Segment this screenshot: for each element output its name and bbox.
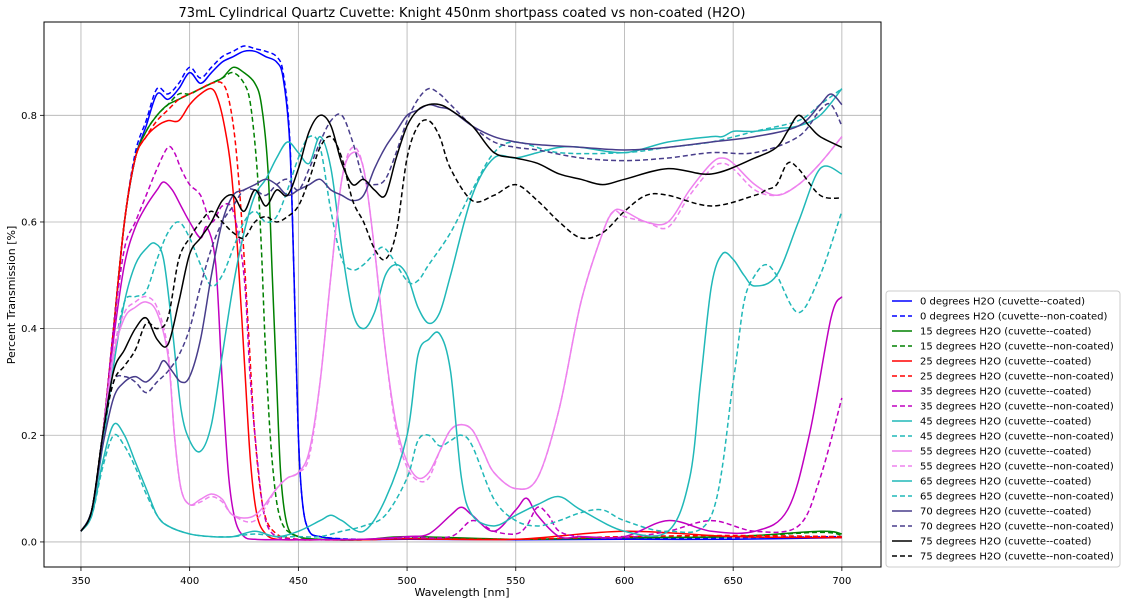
plot-series-group bbox=[80, 45, 843, 541]
series-line-11 bbox=[80, 136, 843, 532]
x-tick-label: 550 bbox=[506, 576, 525, 587]
legend-box bbox=[885, 290, 1121, 568]
x-tick-label: 350 bbox=[71, 576, 90, 587]
legend-entry-14: 70 degrees H2O (cuvette--coated) bbox=[920, 507, 1091, 518]
legend-entry-3: 15 degrees H2O (cuvette--non-coated) bbox=[920, 342, 1114, 353]
series-line-14 bbox=[80, 93, 843, 532]
x-tick-label: 400 bbox=[180, 576, 199, 587]
x-tick-label: 450 bbox=[289, 576, 308, 587]
legend-entry-13: 65 degrees H2O (cuvette--non-coated) bbox=[920, 492, 1114, 503]
legend-entry-11: 55 degrees H2O (cuvette--non-coated) bbox=[920, 462, 1114, 473]
legend-entry-8: 45 degrees H2O (cuvette--coated) bbox=[920, 417, 1091, 428]
series-line-13 bbox=[80, 211, 843, 538]
x-axis-label: Wavelength [nm] bbox=[414, 586, 509, 599]
series-line-15 bbox=[80, 87, 843, 532]
legend-entry-10: 55 degrees H2O (cuvette--coated) bbox=[920, 447, 1091, 458]
y-axis-ticks: 0.0 0.2 0.4 0.6 0.8 bbox=[21, 111, 44, 548]
y-tick-label: 0.6 bbox=[21, 217, 37, 228]
legend: 0 degrees H2O (cuvette--coated) 0 degrees… bbox=[885, 290, 1121, 568]
series-line-9 bbox=[80, 88, 843, 532]
series-line-17 bbox=[80, 119, 842, 532]
legend-entry-17: 75 degrees H2O (cuvette--non-coated) bbox=[920, 552, 1114, 563]
x-tick-label: 650 bbox=[724, 576, 743, 587]
y-tick-label: 0.4 bbox=[21, 324, 37, 335]
series-line-1 bbox=[80, 45, 842, 541]
x-tick-label: 500 bbox=[398, 576, 417, 587]
legend-entry-6: 35 degrees H2O (cuvette--coated) bbox=[920, 387, 1091, 398]
series-line-8 bbox=[80, 88, 843, 532]
legend-entry-16: 75 degrees H2O (cuvette--coated) bbox=[920, 537, 1091, 548]
series-line-16 bbox=[80, 103, 843, 532]
x-tick-label: 700 bbox=[832, 576, 851, 587]
x-tick-label: 600 bbox=[615, 576, 634, 587]
legend-entry-5: 25 degrees H2O (cuvette--non-coated) bbox=[920, 372, 1114, 383]
x-axis-ticks: 350 400 450 500 550 600 650 700 bbox=[71, 567, 851, 587]
chart-title: 73mL Cylindrical Quartz Cuvette: Knight … bbox=[179, 6, 746, 21]
legend-entry-0: 0 degrees H2O (cuvette--coated) bbox=[920, 297, 1085, 308]
series-line-5 bbox=[80, 81, 842, 541]
legend-entry-9: 45 degrees H2O (cuvette--non-coated) bbox=[920, 432, 1114, 443]
legend-entry-12: 65 degrees H2O (cuvette--coated) bbox=[920, 477, 1091, 488]
legend-entry-7: 35 degrees H2O (cuvette--non-coated) bbox=[920, 402, 1114, 413]
legend-entry-2: 15 degrees H2O (cuvette--coated) bbox=[920, 327, 1091, 338]
y-tick-label: 0.2 bbox=[21, 431, 37, 442]
series-line-7 bbox=[80, 145, 843, 541]
series-line-6 bbox=[80, 181, 843, 541]
legend-entry-1: 0 degrees H2O (cuvette--non-coated) bbox=[920, 312, 1107, 323]
legend-entry-15: 70 degrees H2O (cuvette--non-coated) bbox=[920, 522, 1114, 533]
y-tick-label: 0.8 bbox=[21, 111, 37, 122]
y-tick-label: 0.0 bbox=[21, 537, 37, 548]
plot-frame bbox=[43, 21, 882, 568]
legend-entry-4: 25 degrees H2O (cuvette--coated) bbox=[920, 357, 1091, 368]
y-axis-label: Percent Transmission [%] bbox=[5, 226, 18, 364]
